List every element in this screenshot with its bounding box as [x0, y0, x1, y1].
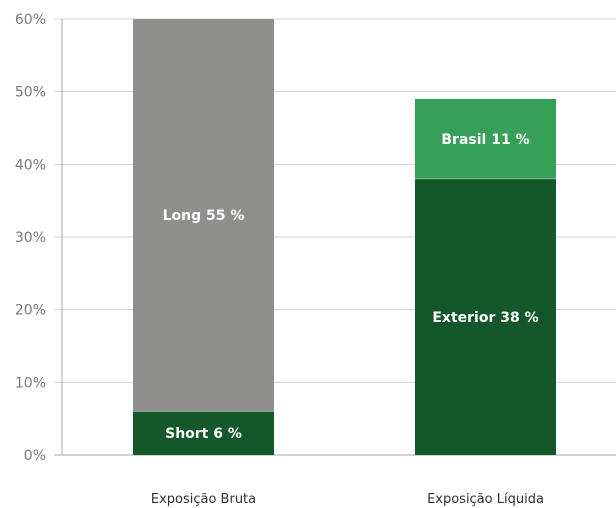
- x-category-label: Exposição Líquida: [427, 492, 544, 507]
- x-category-label: Exposição Bruta: [151, 492, 256, 507]
- bar-segment-label: Short 6 %: [165, 426, 242, 442]
- y-tick-label: 30%: [15, 230, 46, 246]
- bar-segment: [133, 19, 274, 412]
- y-tick-label: 10%: [15, 375, 46, 391]
- y-tick-label: 50%: [15, 85, 46, 101]
- y-tick-label: 20%: [15, 303, 46, 319]
- bar-segment-label: Brasil 11 %: [441, 132, 529, 148]
- y-tick-label: 40%: [15, 157, 46, 173]
- labels: 0% 10% 20% 30% 40% 50% 60% Short 6 % Long 55 % Ex…: [15, 12, 544, 507]
- bars: [133, 19, 556, 455]
- y-tick-label: 0%: [24, 448, 46, 464]
- bar-segment-label: Exterior 38 %: [432, 310, 538, 326]
- bar-segment: [415, 98, 556, 179]
- bar-segment-label: Long 55 %: [163, 208, 245, 224]
- bar-segment: [133, 411, 274, 455]
- bar-segment: [415, 178, 556, 455]
- y-tick-label: 60%: [15, 12, 46, 28]
